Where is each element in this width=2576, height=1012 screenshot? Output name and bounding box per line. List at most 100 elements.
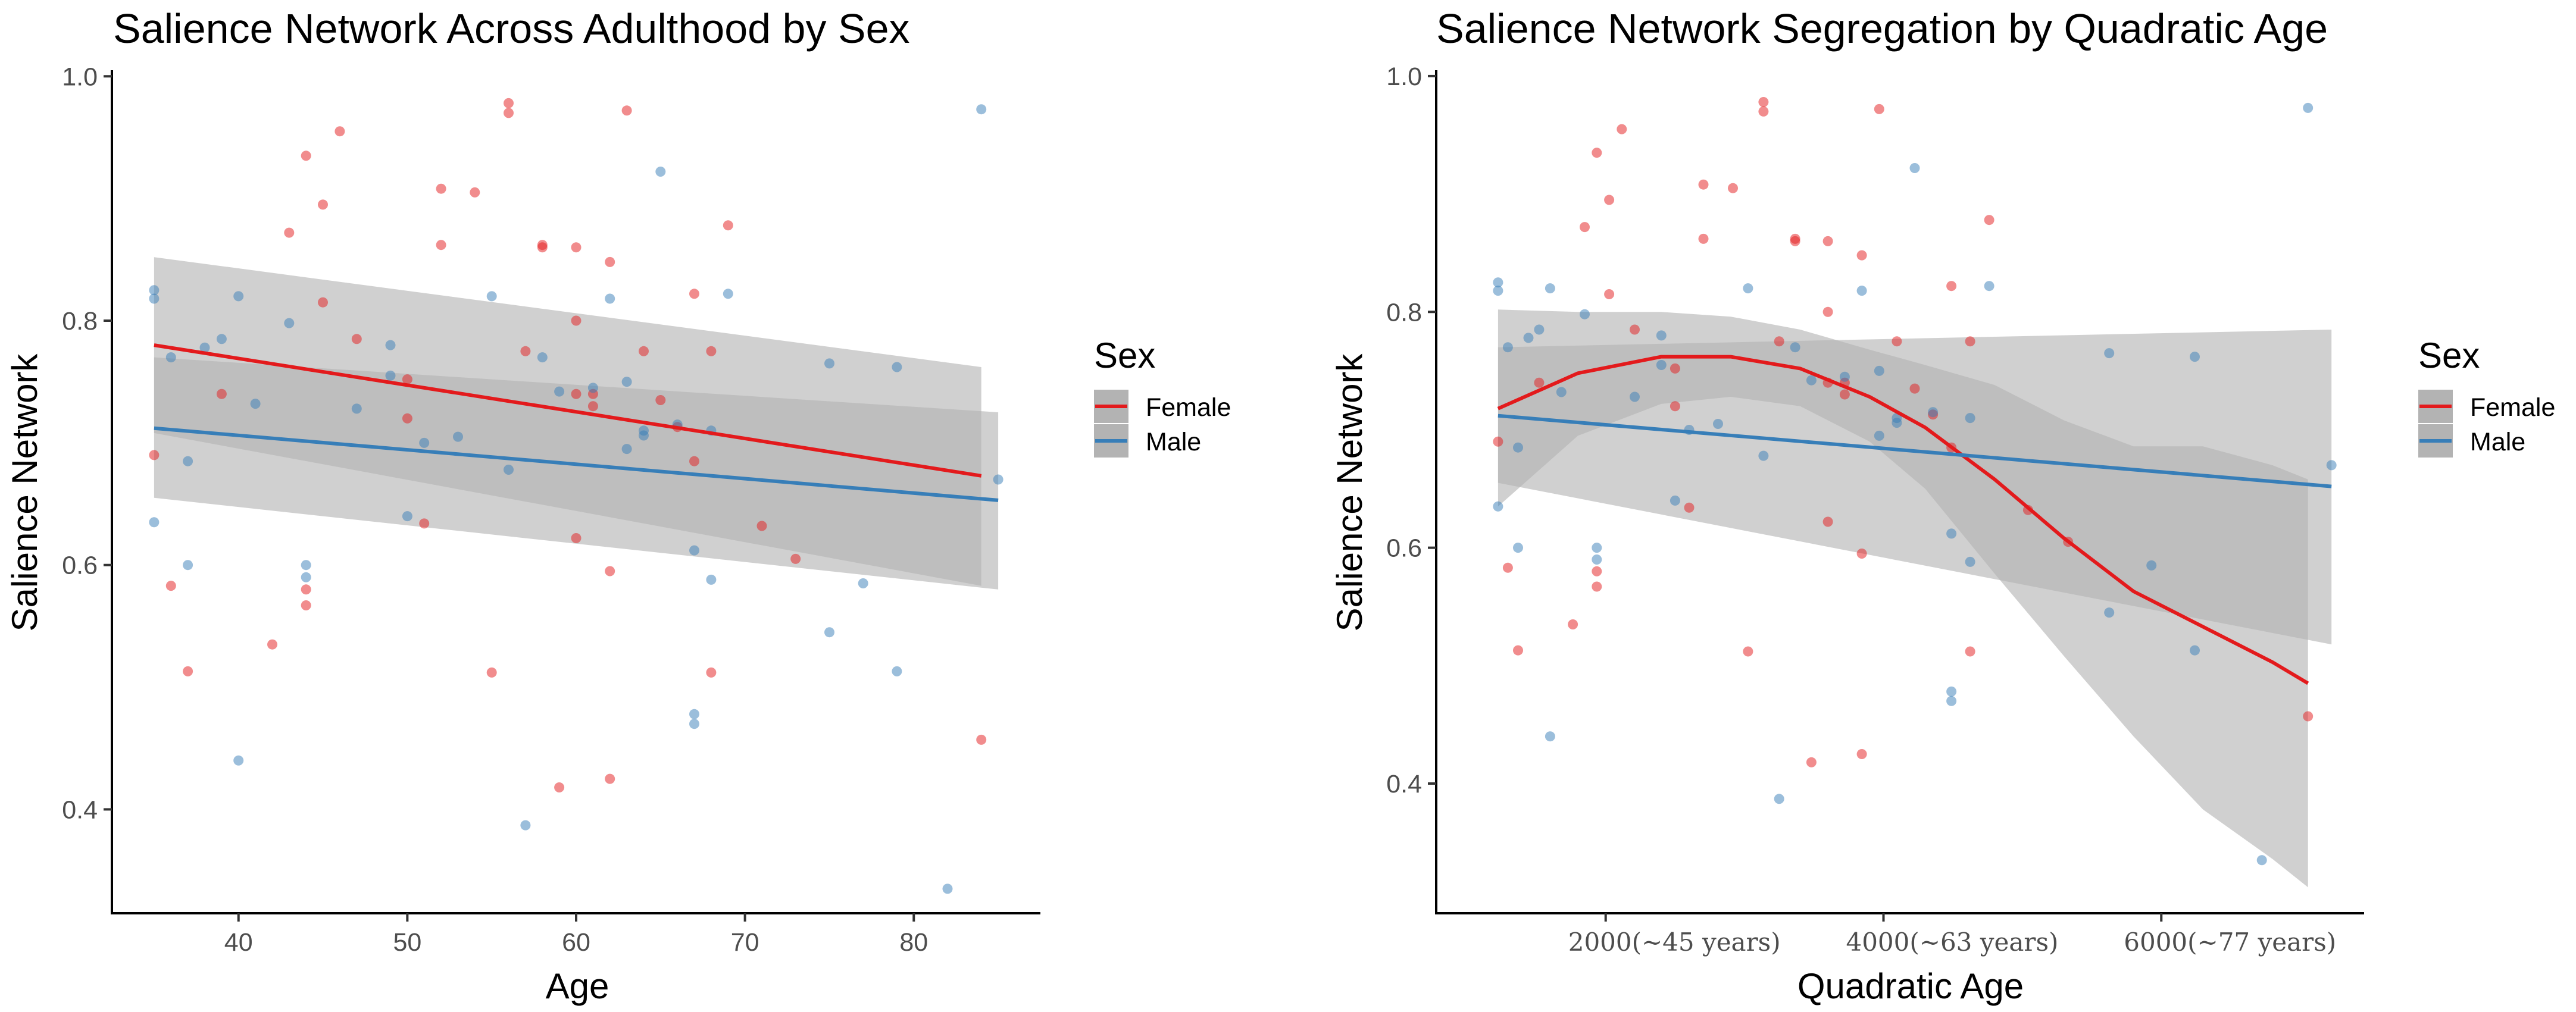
- right-point-male: [1534, 324, 1545, 335]
- right-point-female: [1743, 646, 1753, 657]
- left-legend-label-female: Female: [1146, 393, 1231, 422]
- right-point-male: [1743, 283, 1753, 294]
- left-point-female: [436, 183, 446, 194]
- left-point-female: [165, 581, 176, 591]
- left-point-male: [689, 709, 699, 719]
- left-point-male: [199, 342, 210, 353]
- left-point-male: [537, 352, 548, 363]
- left-point-male: [554, 386, 565, 397]
- right-point-female: [1965, 646, 1975, 657]
- left-legend-label-male: Male: [1146, 428, 1201, 456]
- right-x-tick-label: 6000(~77 years): [2124, 928, 2336, 957]
- right-point-female: [1790, 236, 1800, 246]
- left-point-male: [385, 340, 396, 350]
- right-x-tick-label: 2000(~45 years): [1568, 928, 1781, 957]
- left-point-female: [689, 289, 699, 299]
- left-point-male: [233, 755, 244, 766]
- left-point-female: [334, 126, 345, 137]
- right-point-female: [2303, 711, 2314, 722]
- left-point-female: [655, 395, 666, 405]
- left-point-female: [284, 227, 295, 238]
- left-legend-title: Sex: [1094, 336, 1155, 375]
- right-legend-label-male: Male: [2470, 428, 2525, 456]
- left-x-axis-title: Age: [546, 966, 609, 1006]
- right-point-female: [1984, 215, 1994, 225]
- left-point-female: [301, 600, 311, 610]
- right-point-female: [1856, 549, 1867, 559]
- right-point-female: [1856, 749, 1867, 759]
- right-point-male: [1713, 419, 1723, 429]
- right-point-female: [1502, 562, 1513, 573]
- right-point-female: [1965, 336, 1975, 347]
- left-point-male: [993, 474, 1003, 485]
- left-chart-panel: Salience Network Across Adulthood by Sex…: [5, 5, 1040, 1006]
- left-point-female: [537, 242, 548, 253]
- right-point-female: [1806, 757, 1817, 767]
- right-point-male: [1592, 554, 1602, 565]
- right-point-female: [1698, 179, 1709, 190]
- right-point-female: [1604, 195, 1615, 205]
- right-confidence-ribbons: [1498, 309, 2332, 888]
- left-point-male: [149, 517, 160, 528]
- left-point-male: [183, 456, 193, 466]
- right-legend-title: Sex: [2418, 336, 2480, 375]
- left-point-female: [790, 553, 801, 564]
- right-point-male: [2256, 855, 2267, 866]
- right-point-male: [1892, 418, 1902, 428]
- right-fit-lines: [1497, 355, 2332, 685]
- right-fit-line-male: [1498, 413, 2332, 488]
- left-point-female: [605, 773, 615, 784]
- left-point-female: [318, 297, 328, 308]
- left-point-male: [301, 560, 311, 571]
- left-point-male: [351, 403, 362, 414]
- right-point-male: [1856, 286, 1867, 296]
- right-y-tick-label: 0.8: [1386, 298, 1422, 327]
- left-point-male: [655, 167, 666, 177]
- right-point-male: [1580, 309, 1590, 319]
- left-point-female: [504, 108, 514, 118]
- right-point-female: [1839, 389, 1850, 400]
- left-point-male: [149, 293, 160, 304]
- left-point-male: [149, 285, 160, 296]
- left-point-male: [689, 545, 699, 556]
- left-fit-line-female: [154, 343, 982, 478]
- left-point-male: [976, 104, 987, 115]
- left-x-tick-label: 70: [731, 928, 759, 957]
- right-y-tick-label: 0.6: [1386, 534, 1422, 563]
- right-point-male: [2190, 352, 2200, 362]
- left-point-male: [639, 430, 649, 441]
- left-point-male: [284, 318, 295, 328]
- right-point-female: [1592, 581, 1602, 592]
- left-point-female: [639, 346, 649, 356]
- right-y-axis-title: Salience Network: [1330, 353, 1370, 632]
- left-y-tick-label: 0.8: [62, 307, 98, 336]
- right-point-male: [2104, 607, 2115, 618]
- right-chart-panel: Salience Network Segregation by Quadrati…: [1330, 5, 2364, 1006]
- right-point-female: [1670, 363, 1680, 374]
- left-point-male: [942, 883, 953, 894]
- right-point-male: [2303, 102, 2314, 113]
- left-point-female: [436, 240, 446, 250]
- right-point-female: [1617, 124, 1627, 134]
- right-point-female: [1856, 250, 1867, 261]
- right-x-axis-title: Quadratic Age: [1797, 966, 2024, 1006]
- right-point-male: [1965, 413, 1975, 424]
- right-point-male: [1523, 333, 1534, 343]
- right-point-female: [1592, 148, 1602, 158]
- right-point-female: [1892, 336, 1902, 347]
- right-ci-ribbon-male: [1498, 330, 2332, 645]
- right-point-male: [1556, 387, 1567, 397]
- left-point-female: [605, 256, 615, 267]
- left-point-female: [605, 566, 615, 577]
- right-x-tick-label: 4000(~63 years): [1846, 928, 2058, 957]
- left-point-male: [587, 383, 598, 393]
- right-point-male: [1493, 286, 1503, 296]
- right-point-male: [1909, 163, 1920, 173]
- left-point-female: [183, 666, 193, 676]
- right-point-female: [1630, 324, 1640, 335]
- right-point-male: [1946, 686, 1957, 697]
- right-point-female: [1758, 106, 1769, 117]
- right-axes: [1435, 70, 2364, 914]
- right-point-female: [1728, 183, 1738, 193]
